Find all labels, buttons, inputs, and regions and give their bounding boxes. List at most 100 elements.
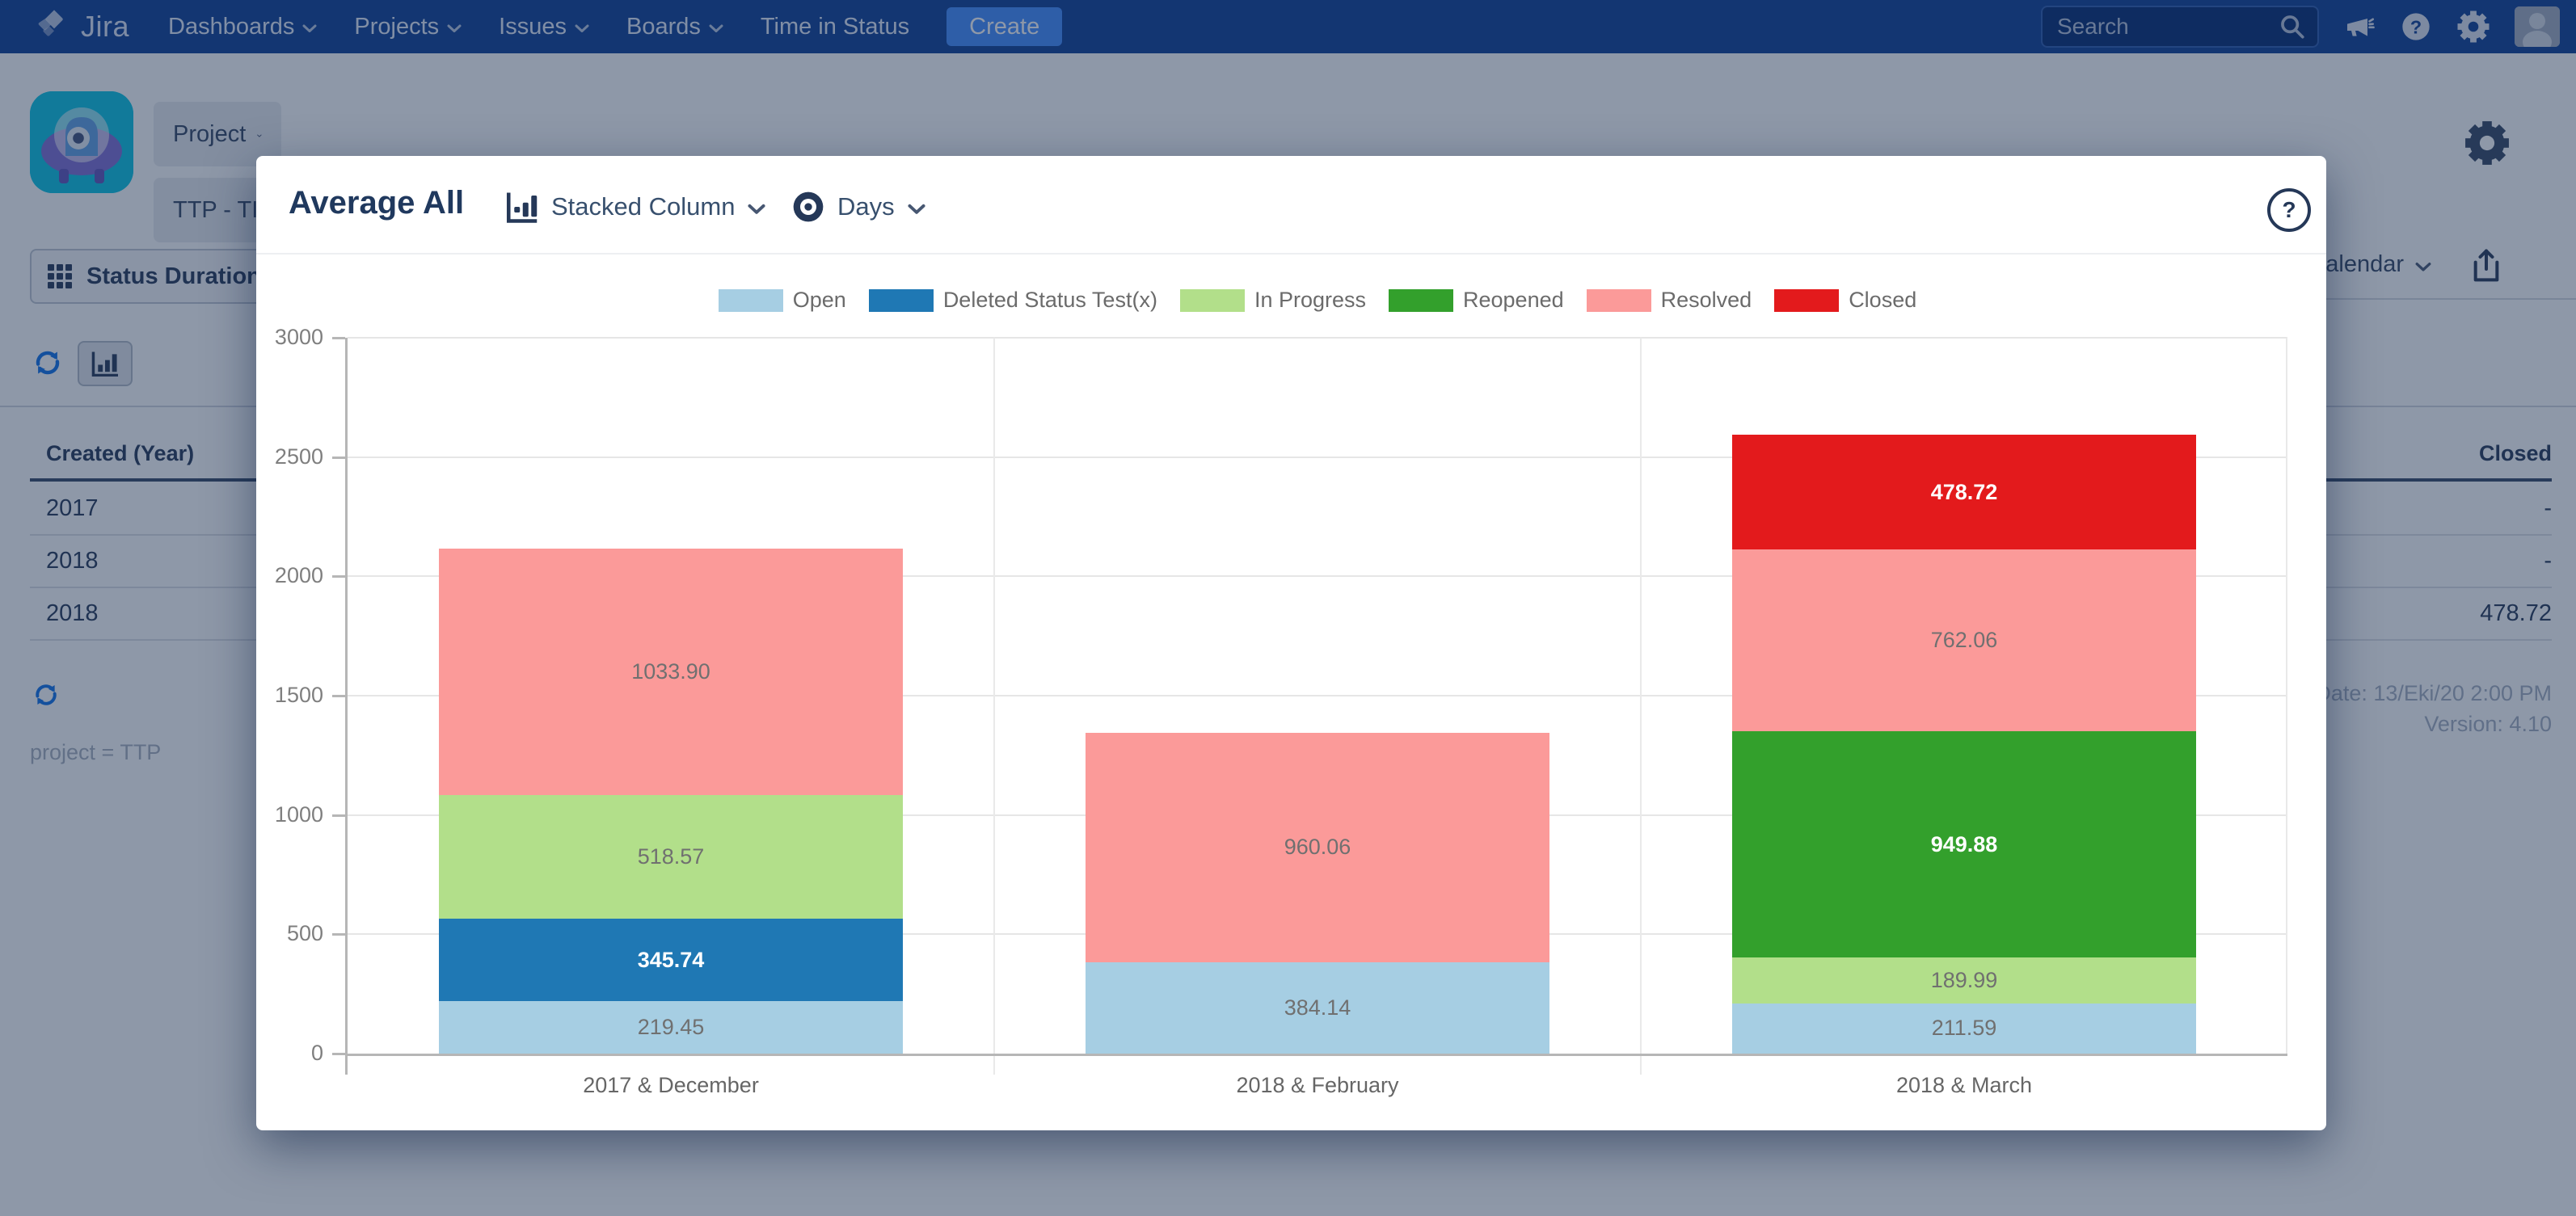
chevron-down-icon xyxy=(575,24,589,32)
bar-segment-open[interactable]: 384.14 xyxy=(1086,961,1549,1054)
column-header-closed: Closed xyxy=(2478,441,2552,465)
nav-item-label: Projects xyxy=(354,13,440,40)
chevron-down-icon xyxy=(709,24,723,32)
legend-label: In Progress xyxy=(1254,288,1366,312)
bar-segment-reopened[interactable]: 949.88 xyxy=(1732,730,2196,958)
bar-segment-closed[interactable]: 478.72 xyxy=(1732,435,2196,549)
stacked-column-icon xyxy=(506,192,538,223)
legend-item-resolved[interactable]: Resolved xyxy=(1586,288,1752,313)
table-cell-closed: 478.72 xyxy=(2326,588,2552,641)
jira-logo-text: Jira xyxy=(81,10,130,43)
bar-2018-february: 384.14 960.06 xyxy=(1086,733,1549,1054)
x-axis-line xyxy=(345,1054,2287,1056)
bar-value-label: 518.57 xyxy=(637,844,705,869)
settings-gear-icon[interactable] xyxy=(2456,10,2490,44)
y-axis-tick xyxy=(332,933,345,936)
nav-item-issues[interactable]: Issues xyxy=(499,14,589,40)
y-axis-tick xyxy=(332,814,345,817)
legend-swatch xyxy=(868,288,934,312)
bar-chart-icon xyxy=(91,351,118,377)
unit-dropdown[interactable]: Days xyxy=(792,188,925,225)
project-avatar xyxy=(30,91,133,193)
nav-item-projects[interactable]: Projects xyxy=(354,14,462,40)
project-selector-label: Project xyxy=(173,120,247,147)
grid-line-vertical xyxy=(1640,338,1642,1075)
y-axis-tick-label: 0 xyxy=(310,1041,323,1065)
project-selector-button[interactable]: Project xyxy=(154,102,281,166)
bar-value-label: 762.06 xyxy=(1930,627,1998,652)
tab-row-divider xyxy=(2326,298,2576,300)
refresh-icon[interactable] xyxy=(32,347,63,382)
bar-value-label: 345.74 xyxy=(637,947,705,972)
nav-item-dashboards[interactable]: Dashboards xyxy=(168,14,317,40)
nav-item-label: Dashboards xyxy=(168,13,295,40)
jira-logo[interactable]: Jira xyxy=(36,6,129,48)
grid-line-horizontal xyxy=(348,456,2287,458)
y-axis-tick-label: 2000 xyxy=(274,563,323,588)
nav-right-group: ? xyxy=(2041,0,2560,53)
bar-value-label: 189.99 xyxy=(1930,967,1998,992)
bar-segment-deleted-status-test-x[interactable]: 345.74 xyxy=(439,919,903,1002)
help-icon[interactable]: ? xyxy=(2400,11,2432,43)
search-input[interactable] xyxy=(2043,14,2317,40)
table-row-year: 2018 xyxy=(30,588,256,641)
top-navigation-bar: Jira Dashboards Projects Issues Boards Time … xyxy=(0,0,2576,53)
y-axis-tick xyxy=(332,456,345,459)
table-cell-closed: - xyxy=(2326,483,2552,536)
bar-value-label: 384.14 xyxy=(1284,995,1351,1020)
legend-item-deleted-status-test-x[interactable]: Deleted Status Test(x) xyxy=(868,288,1157,313)
bar-value-label: 1033.90 xyxy=(631,658,710,684)
bar-segment-resolved[interactable]: 960.06 xyxy=(1086,733,1549,962)
bar-segment-resolved[interactable]: 762.06 xyxy=(1732,549,2196,731)
nav-item-boards[interactable]: Boards xyxy=(626,14,723,40)
y-axis-tick xyxy=(332,575,345,579)
unit-label: Days xyxy=(837,192,895,221)
x-axis-category-label: 2017 & December xyxy=(583,1073,759,1097)
chart-view-button[interactable] xyxy=(78,341,133,386)
y-axis-tick-label: 3000 xyxy=(274,325,323,349)
column-header-created-year: Created (Year) xyxy=(46,441,195,465)
nav-menu: Dashboards Projects Issues Boards Time in St… xyxy=(168,14,909,40)
dialog-help-icon[interactable]: ? xyxy=(2267,188,2311,232)
legend-item-closed[interactable]: Closed xyxy=(1774,288,1916,313)
nav-item-label: Time in Status xyxy=(760,13,910,40)
y-axis-tick xyxy=(332,1053,345,1055)
legend-item-reopened[interactable]: Reopened xyxy=(1389,288,1564,313)
dashboard-settings-gear-icon[interactable] xyxy=(2464,120,2511,170)
bar-value-label: 949.88 xyxy=(1930,831,1998,856)
user-avatar[interactable] xyxy=(2515,6,2560,47)
grid-line-vertical xyxy=(993,338,995,1075)
dialog-title: Average All xyxy=(289,185,465,221)
x-axis-category-label: 2018 & February xyxy=(1236,1073,1399,1097)
export-icon[interactable] xyxy=(2470,247,2502,287)
bar-segment-in-progress[interactable]: 189.99 xyxy=(1732,957,2196,1004)
announcements-icon[interactable] xyxy=(2343,11,2376,43)
chart-legend: Open Deleted Status Test(x) In Progress Reo… xyxy=(348,288,2287,313)
legend-swatch xyxy=(1389,288,1453,312)
legend-item-open[interactable]: Open xyxy=(718,288,846,313)
bar-segment-resolved[interactable]: 1033.90 xyxy=(439,548,903,795)
average-all-dialog: Average All Stacked Column Days ? Open De… xyxy=(256,156,2326,1130)
legend-item-in-progress[interactable]: In Progress xyxy=(1179,288,1366,313)
x-axis-category-label: 2018 & March xyxy=(1895,1073,2033,1097)
bar-segment-open[interactable]: 211.59 xyxy=(1732,1003,2196,1054)
nav-item-time-in-status[interactable]: Time in Status xyxy=(761,14,909,40)
chevron-down-icon xyxy=(257,134,262,137)
bar-segment-in-progress[interactable]: 518.57 xyxy=(439,794,903,919)
bar-segment-open[interactable]: 219.45 xyxy=(439,1001,903,1054)
chevron-down-icon xyxy=(2415,262,2431,271)
refresh-icon[interactable] xyxy=(32,681,60,713)
bar-2017-december: 219.45 345.74 518.57 1033.90 xyxy=(439,548,903,1054)
grid-line-horizontal xyxy=(348,695,2287,696)
y-axis-tick-label: 2500 xyxy=(274,444,323,469)
table-cell-closed: - xyxy=(2326,536,2552,588)
create-button[interactable]: Create xyxy=(947,7,1063,46)
search-icon[interactable] xyxy=(2279,13,2306,40)
legend-label: Deleted Status Test(x) xyxy=(942,288,1157,312)
y-axis-line xyxy=(345,338,348,1075)
chart-type-dropdown[interactable]: Stacked Column xyxy=(504,188,765,225)
legend-swatch xyxy=(718,288,783,312)
grid-icon xyxy=(48,264,72,288)
table-closed-column: - -478.72 xyxy=(2326,483,2552,641)
chevron-down-icon xyxy=(748,204,765,214)
